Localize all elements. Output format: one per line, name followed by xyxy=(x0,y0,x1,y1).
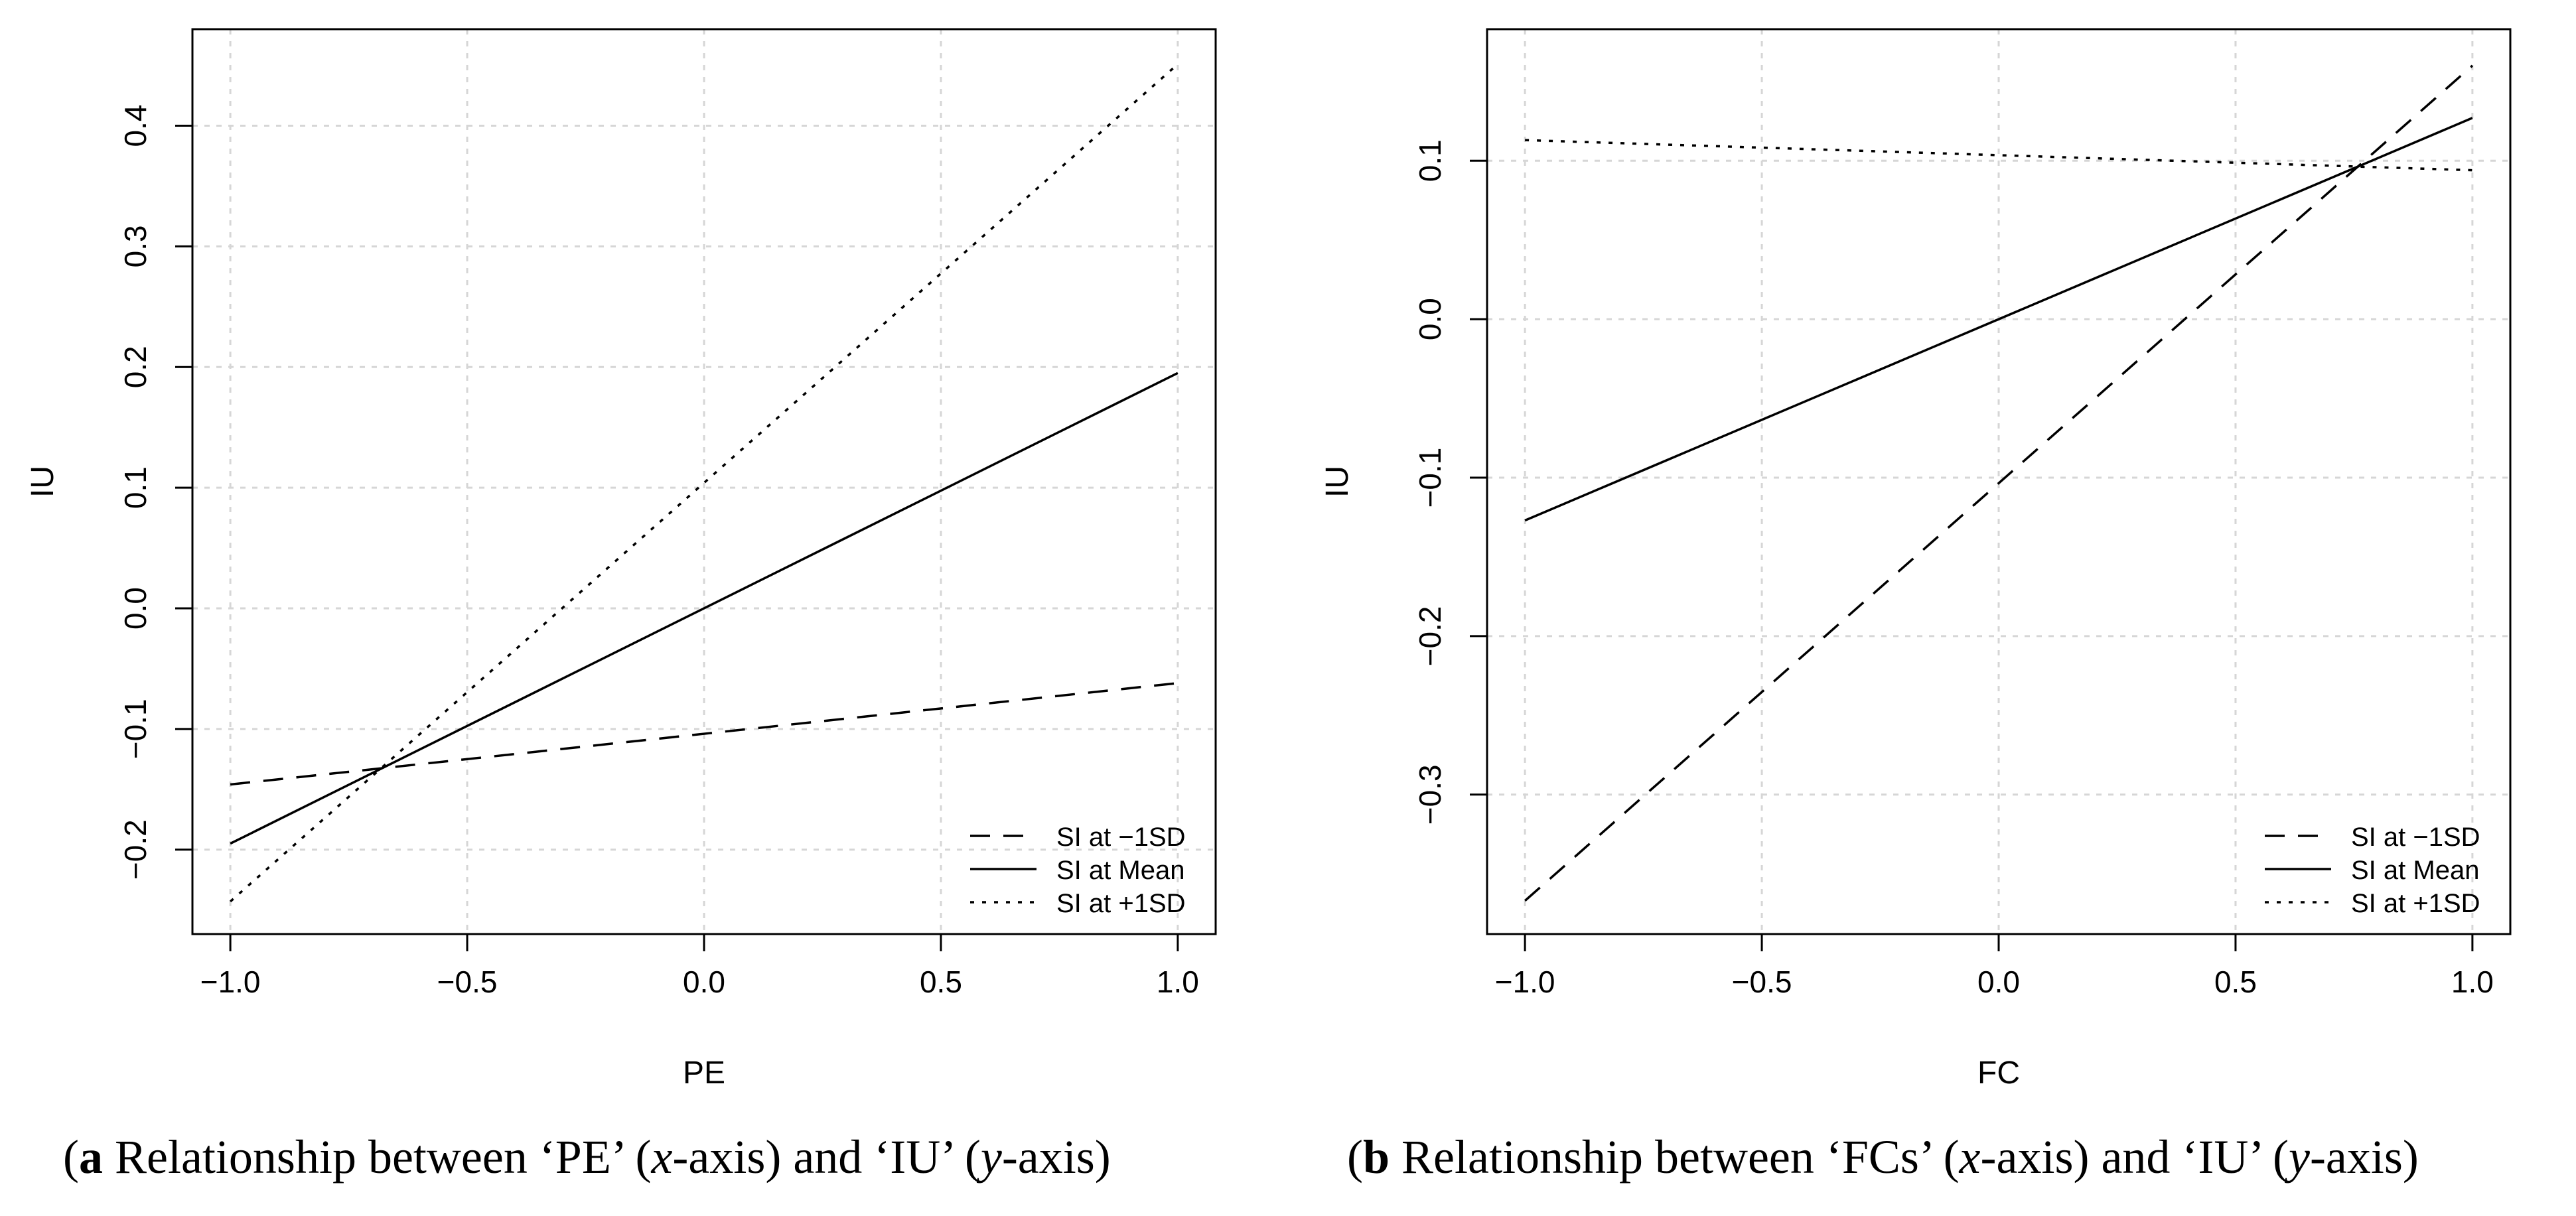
series-line-b-dotted xyxy=(1525,139,2472,172)
legend-label-b-dotted: SI at +1SD xyxy=(2351,889,2480,918)
legend-label-a-solid: SI at Mean xyxy=(1056,856,1184,885)
y-tick-label-b-3: 0.0 xyxy=(1413,298,1447,340)
caption-b-x-var: x xyxy=(1959,1130,1981,1183)
series-line-b-solid xyxy=(1524,117,2473,522)
x-tick-label-b-1: −0.5 xyxy=(1732,965,1792,999)
caption-a-y-var: y xyxy=(980,1130,1002,1183)
caption-b-end: -axis) xyxy=(2309,1130,2419,1183)
y-tick-label-b-4: 0.1 xyxy=(1413,139,1447,182)
x-tick-label-a-1: −0.5 xyxy=(437,965,498,999)
caption-b: (b Relationship between ‘FCs’ (x-axis) a… xyxy=(1347,1130,2419,1183)
y-tick-label-a-0: −0.2 xyxy=(118,819,153,880)
x-axis-title-a: PE xyxy=(683,1055,725,1091)
x-axis-title-b: FC xyxy=(1977,1055,2020,1091)
x-tick-label-b-4: 1.0 xyxy=(2451,965,2494,999)
caption-a-mid: -axis) and ‘IU’ ( xyxy=(672,1130,981,1183)
y-tick-label-b-2: −0.1 xyxy=(1413,448,1447,508)
x-tick-label-a-3: 0.5 xyxy=(920,965,962,999)
chart-panel-b: −1.0 −0.5 0.0 0.5 1.0 −0.3 −0.2 −0.1 0.0 0.1 FC IU S… xyxy=(1320,28,2512,1091)
y-axis-title-a: IU xyxy=(25,466,60,498)
y-tick-label-a-3: 0.1 xyxy=(118,466,153,509)
caption-b-mid: -axis) and ‘IU’ ( xyxy=(1980,1130,2289,1183)
y-tick-label-a-1: −0.1 xyxy=(118,699,153,759)
y-tick-label-a-6: 0.4 xyxy=(118,105,153,147)
series-line-a-dashed xyxy=(230,681,1179,786)
x-tick-label-b-2: 0.0 xyxy=(1977,965,2020,999)
y-tick-label-b-1: −0.2 xyxy=(1413,606,1447,667)
caption-a: (a Relationship between ‘PE’ (x-axis) an… xyxy=(63,1130,1111,1183)
legend-b: SI at −1SD SI at Mean SI at +1SD xyxy=(2265,823,2480,918)
x-tick-label-b-0: −1.0 xyxy=(1495,965,1555,999)
caption-a-text: Relationship between ‘PE’ ( xyxy=(102,1130,652,1183)
x-tick-label-a-0: −1.0 xyxy=(200,965,261,999)
x-tick-label-a-4: 1.0 xyxy=(1157,965,1199,999)
y-tick-label-b-0: −0.3 xyxy=(1413,764,1447,825)
y-tick-label-a-4: 0.2 xyxy=(118,346,153,388)
caption-b-text: Relationship between ‘FCs’ ( xyxy=(1390,1130,1960,1183)
y-axis-title-b: IU xyxy=(1320,466,1355,498)
caption-a-label: a xyxy=(78,1130,103,1183)
caption-a-end: -axis) xyxy=(1001,1130,1111,1183)
y-tick-label-a-2: 0.0 xyxy=(118,587,153,630)
chart-panel-a: −1.0 −0.5 0.0 0.5 1.0 −0.2 −0.1 0.0 0.1 0.2 0.3 0.4… xyxy=(25,28,1217,1091)
legend-label-a-dotted: SI at +1SD xyxy=(1056,889,1186,918)
legend-a: SI at −1SD SI at Mean SI at +1SD xyxy=(970,823,1186,918)
legend-label-a-dashed: SI at −1SD xyxy=(1056,823,1186,852)
legend-label-b-solid: SI at Mean xyxy=(2351,856,2479,885)
x-tick-label-a-2: 0.0 xyxy=(683,965,725,999)
x-tick-label-b-3: 0.5 xyxy=(2214,965,2257,999)
caption-a-x-var: x xyxy=(651,1130,673,1183)
y-tick-label-a-5: 0.3 xyxy=(118,225,153,267)
caption-b-y-var: y xyxy=(2288,1130,2310,1183)
series-line-b-dashed xyxy=(1524,64,2474,902)
series-line-a-dotted xyxy=(229,63,1179,903)
caption-b-label: b xyxy=(1362,1130,1390,1183)
legend-label-b-dashed: SI at −1SD xyxy=(2351,823,2480,852)
series-line-a-solid xyxy=(230,372,1179,845)
